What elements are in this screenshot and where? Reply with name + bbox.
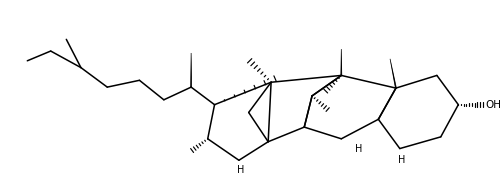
Polygon shape: [390, 59, 396, 88]
Text: H: H: [237, 165, 244, 175]
Polygon shape: [341, 49, 342, 75]
Text: H: H: [398, 155, 405, 165]
Text: OH: OH: [485, 100, 501, 110]
Text: H: H: [355, 144, 363, 154]
